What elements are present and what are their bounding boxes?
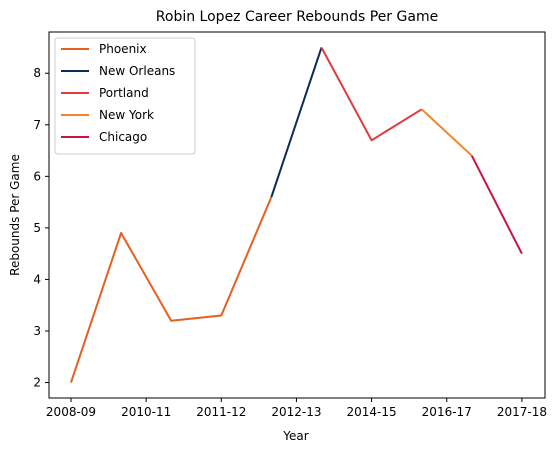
x-tick-label: 2017-18: [497, 405, 547, 419]
x-axis-title: Year: [282, 429, 308, 443]
x-tick-label: 2011-12: [196, 405, 246, 419]
legend: Phoenix New Orleans Portland New York Chicag…: [54, 37, 196, 155]
series-line-chicago: [470, 155, 523, 255]
y-axis: 2 3 4 5 6 7 8: [33, 66, 49, 390]
y-tick-label: 2: [33, 376, 41, 390]
y-tick-label: 5: [33, 221, 41, 235]
series-line-new-york: [421, 108, 473, 157]
y-tick-label: 7: [33, 118, 41, 132]
legend-label: Phoenix: [99, 42, 147, 56]
legend-label: New York: [99, 108, 154, 122]
legend-frame: [54, 37, 196, 155]
x-tick-label: 2014-15: [347, 405, 397, 419]
y-tick-label: 4: [33, 272, 41, 286]
series-line-portland: [320, 47, 423, 142]
x-tick-label: 2016-17: [422, 405, 472, 419]
y-axis-title: Rebounds Per Game: [8, 154, 22, 276]
x-axis: 2008-09 2010-11 2011-12 2012-13 2014-15 2016-…: [46, 398, 547, 419]
y-tick-label: 3: [33, 324, 41, 338]
x-tick-label: 2008-09: [46, 405, 96, 419]
plot-frame: [48, 31, 546, 399]
y-tick-label: 8: [33, 66, 41, 80]
y-tick-label: 6: [33, 169, 41, 183]
x-tick-label: 2010-11: [121, 405, 171, 419]
x-tick-label: 2012-13: [271, 405, 321, 419]
series-line-new-orleans: [270, 47, 323, 198]
chart-title: Robin Lopez Career Rebounds Per Game: [156, 9, 438, 25]
legend-label: Chicago: [99, 130, 147, 144]
series-line-phoenix: [70, 196, 273, 383]
series-layer: [70, 47, 523, 383]
legend-label: New Orleans: [99, 64, 175, 78]
legend-label: Portland: [99, 86, 149, 100]
